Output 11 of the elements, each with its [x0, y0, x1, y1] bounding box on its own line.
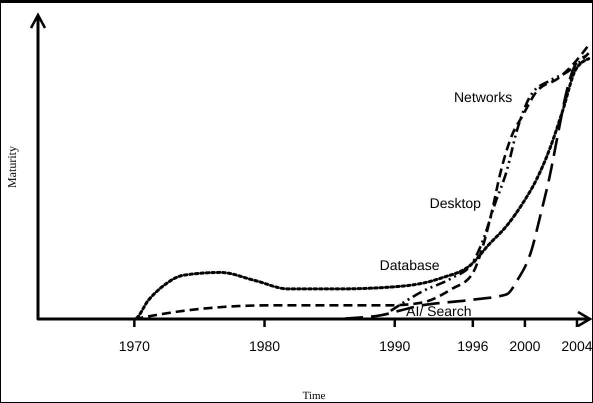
- series-label: Desktop: [430, 194, 482, 211]
- x-tick-label: 1990: [379, 338, 410, 354]
- x-tick-label: 1996: [457, 338, 489, 354]
- series-label: Networks: [454, 89, 512, 106]
- x-tick-label: 1970: [118, 338, 150, 354]
- series-label: Database: [380, 256, 440, 273]
- x-tick-label: 2000: [509, 338, 541, 354]
- x-tick-label: 2004: [561, 338, 593, 354]
- x-tick-label: 1980: [248, 338, 280, 354]
- y-axis-title: Maturity: [5, 146, 19, 188]
- x-axis-title: Time: [302, 390, 326, 402]
